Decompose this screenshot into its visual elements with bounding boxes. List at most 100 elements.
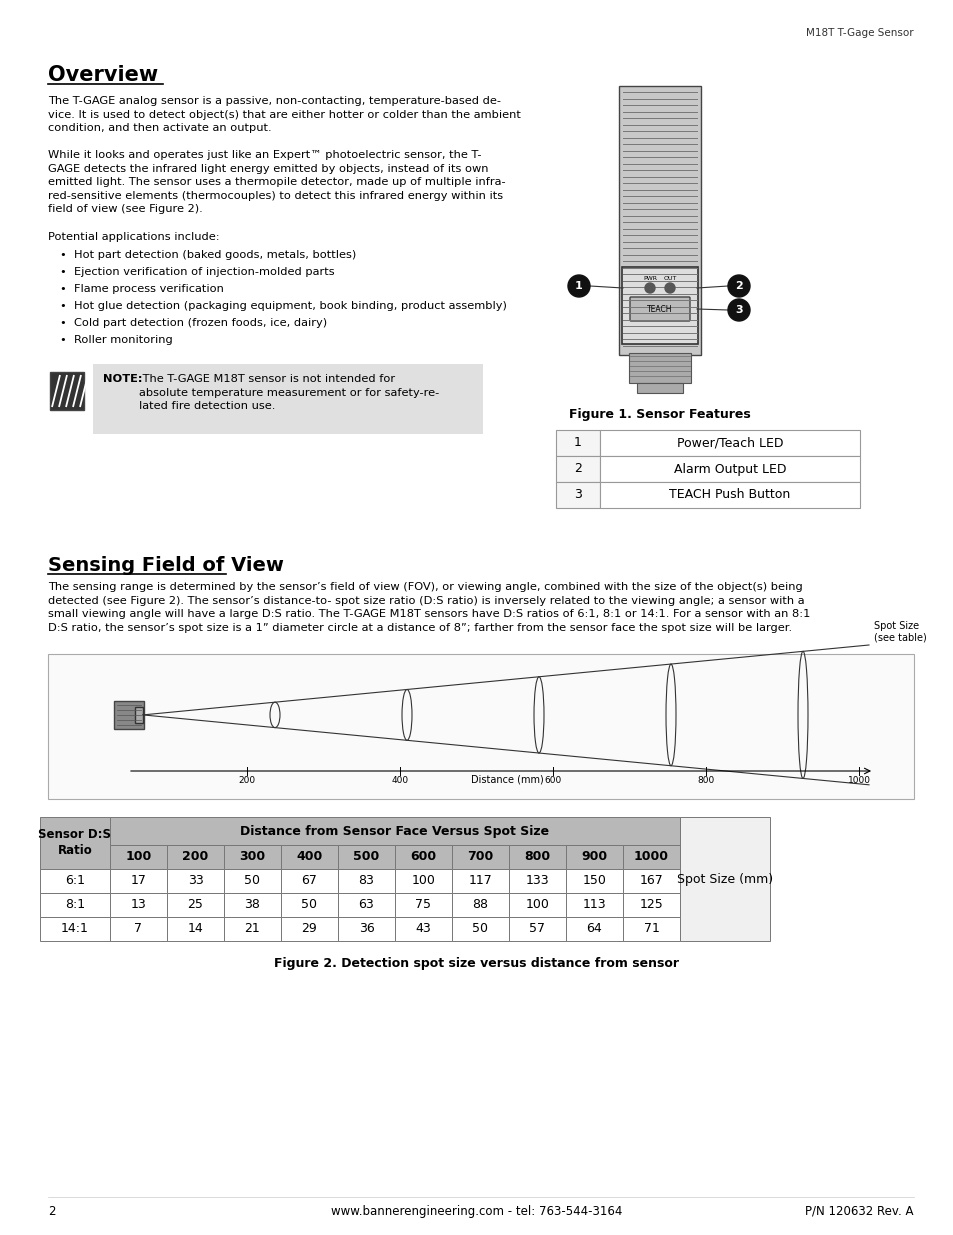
FancyBboxPatch shape	[565, 845, 622, 869]
FancyBboxPatch shape	[281, 918, 337, 941]
Text: 1: 1	[574, 436, 581, 450]
Text: NOTE:: NOTE:	[103, 374, 142, 384]
Text: 50: 50	[472, 923, 488, 935]
Text: M18T T-Gage Sensor: M18T T-Gage Sensor	[805, 28, 913, 38]
Text: 2: 2	[48, 1205, 55, 1218]
FancyBboxPatch shape	[556, 456, 599, 482]
Text: 600: 600	[410, 851, 436, 863]
Text: •  Hot part detection (baked goods, metals, bottles): • Hot part detection (baked goods, metal…	[60, 249, 355, 261]
FancyBboxPatch shape	[565, 869, 622, 893]
Circle shape	[567, 275, 589, 296]
Text: 21: 21	[244, 923, 260, 935]
Text: Sensor D:S
Ratio: Sensor D:S Ratio	[38, 829, 112, 857]
Text: 50: 50	[301, 899, 317, 911]
FancyBboxPatch shape	[509, 845, 565, 869]
Text: 88: 88	[472, 899, 488, 911]
FancyBboxPatch shape	[40, 869, 110, 893]
FancyBboxPatch shape	[565, 893, 622, 918]
Text: •  Ejection verification of injection-molded parts: • Ejection verification of injection-mol…	[60, 267, 335, 277]
Circle shape	[727, 275, 749, 296]
Text: 17: 17	[131, 874, 146, 888]
Text: www.bannerengineering.com - tel: 763-544-3164: www.bannerengineering.com - tel: 763-544…	[331, 1205, 622, 1218]
FancyBboxPatch shape	[50, 372, 84, 410]
Text: Potential applications include:: Potential applications include:	[48, 232, 219, 242]
Text: 25: 25	[188, 899, 203, 911]
Text: 2: 2	[735, 282, 742, 291]
Text: 43: 43	[416, 923, 431, 935]
FancyBboxPatch shape	[167, 869, 224, 893]
Text: 125: 125	[639, 899, 662, 911]
Circle shape	[644, 283, 655, 293]
FancyBboxPatch shape	[167, 845, 224, 869]
FancyBboxPatch shape	[637, 383, 682, 393]
FancyBboxPatch shape	[395, 893, 452, 918]
FancyBboxPatch shape	[599, 430, 859, 456]
Text: 400: 400	[296, 851, 322, 863]
Text: 57: 57	[529, 923, 545, 935]
FancyBboxPatch shape	[565, 918, 622, 941]
Text: 2: 2	[574, 462, 581, 475]
FancyBboxPatch shape	[110, 845, 167, 869]
FancyBboxPatch shape	[556, 430, 599, 456]
Text: Spot Size (mm): Spot Size (mm)	[677, 872, 772, 885]
FancyBboxPatch shape	[629, 296, 689, 321]
FancyBboxPatch shape	[599, 456, 859, 482]
FancyBboxPatch shape	[224, 869, 281, 893]
FancyBboxPatch shape	[48, 655, 913, 799]
Text: Power/Teach LED: Power/Teach LED	[676, 436, 782, 450]
FancyBboxPatch shape	[281, 893, 337, 918]
FancyBboxPatch shape	[224, 845, 281, 869]
FancyBboxPatch shape	[509, 893, 565, 918]
Text: 400: 400	[392, 776, 409, 785]
FancyBboxPatch shape	[135, 706, 143, 722]
Text: 36: 36	[358, 923, 374, 935]
Text: Alarm Output LED: Alarm Output LED	[673, 462, 785, 475]
FancyBboxPatch shape	[622, 869, 679, 893]
Text: 38: 38	[244, 899, 260, 911]
FancyBboxPatch shape	[395, 869, 452, 893]
FancyBboxPatch shape	[618, 86, 700, 354]
FancyBboxPatch shape	[110, 918, 167, 941]
FancyBboxPatch shape	[337, 869, 395, 893]
Text: 800: 800	[697, 776, 714, 785]
FancyBboxPatch shape	[452, 893, 509, 918]
Text: TEACH: TEACH	[646, 305, 672, 314]
FancyBboxPatch shape	[337, 845, 395, 869]
FancyBboxPatch shape	[337, 918, 395, 941]
Text: •  Roller monitoring: • Roller monitoring	[60, 335, 172, 345]
Text: 800: 800	[524, 851, 550, 863]
Text: PWR: PWR	[642, 275, 657, 282]
FancyBboxPatch shape	[110, 818, 679, 845]
Text: While it looks and operates just like an Expert™ photoelectric sensor, the T-
GA: While it looks and operates just like an…	[48, 149, 505, 215]
FancyBboxPatch shape	[509, 918, 565, 941]
FancyBboxPatch shape	[599, 482, 859, 508]
Text: •  Cold part detection (frozen foods, ice, dairy): • Cold part detection (frozen foods, ice…	[60, 317, 327, 329]
FancyBboxPatch shape	[113, 701, 144, 729]
Text: TEACH Push Button: TEACH Push Button	[669, 489, 790, 501]
Text: 1000: 1000	[846, 776, 870, 785]
FancyBboxPatch shape	[110, 893, 167, 918]
Text: 3: 3	[574, 489, 581, 501]
Text: 900: 900	[580, 851, 607, 863]
Text: 13: 13	[131, 899, 146, 911]
Text: 100: 100	[525, 899, 549, 911]
Text: 8:1: 8:1	[65, 899, 85, 911]
Text: 71: 71	[643, 923, 659, 935]
Text: 3: 3	[735, 305, 742, 315]
Text: Overview: Overview	[48, 65, 158, 85]
FancyBboxPatch shape	[40, 918, 110, 941]
Text: 117: 117	[468, 874, 492, 888]
FancyBboxPatch shape	[679, 818, 769, 941]
FancyBboxPatch shape	[224, 893, 281, 918]
Text: 64: 64	[586, 923, 601, 935]
Text: 14:1: 14:1	[61, 923, 89, 935]
FancyBboxPatch shape	[167, 918, 224, 941]
Text: P/N 120632 Rev. A: P/N 120632 Rev. A	[804, 1205, 913, 1218]
FancyBboxPatch shape	[621, 267, 698, 345]
Text: 600: 600	[544, 776, 561, 785]
Text: 200: 200	[182, 851, 209, 863]
Text: Figure 2. Detection spot size versus distance from sensor: Figure 2. Detection spot size versus dis…	[274, 957, 679, 969]
Text: 100: 100	[125, 851, 152, 863]
Text: 113: 113	[582, 899, 606, 911]
FancyBboxPatch shape	[452, 845, 509, 869]
